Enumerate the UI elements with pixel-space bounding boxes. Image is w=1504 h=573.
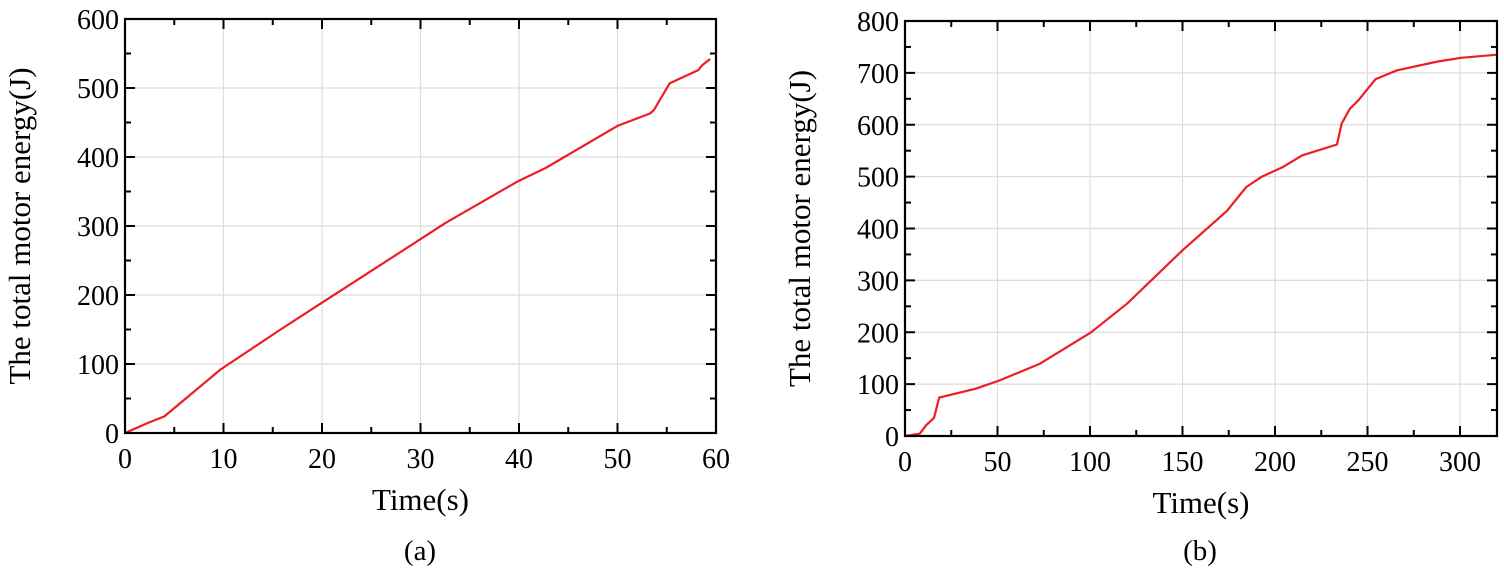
y-tick-label: 700	[857, 59, 899, 90]
x-tick-label: 20	[308, 444, 336, 475]
chart-b: 0 50 100 150 200 250 300 0 100 200 300 400 500 600 700…	[782, 7, 1499, 567]
y-tick-label: 0	[885, 422, 899, 453]
subfigure-caption: (a)	[404, 535, 436, 567]
chart-a: 0 10 20 30 40 50 600100200300400500600Time(s)T…	[2, 5, 730, 567]
x-tick-label: 30	[407, 444, 435, 475]
y-tick-label: 600	[77, 5, 119, 36]
x-tick-label: 250	[1347, 447, 1389, 478]
y-tick-label: 0	[105, 419, 119, 450]
y-tick-label: 500	[77, 74, 119, 105]
plot-frame	[903, 19, 1499, 438]
y-tick-label: 800	[857, 7, 899, 38]
x-tick-label: 100	[1069, 447, 1111, 478]
subfigure-caption: (b)	[1183, 535, 1217, 567]
x-tick-label: 10	[210, 444, 238, 475]
x-tick-label: 50	[984, 447, 1012, 478]
y-tick-label: 200	[77, 281, 119, 312]
y-axis-label: The total motor energy(J)	[782, 70, 817, 387]
y-tick-label: 200	[857, 318, 899, 349]
x-tick-label: 300	[1439, 447, 1481, 478]
x-tick-label: 50	[604, 444, 632, 475]
x-tick-label: 150	[1162, 447, 1204, 478]
x-axis-label: Time(s)	[372, 482, 469, 517]
x-tick-label: 60	[702, 444, 730, 475]
plot-frame	[123, 17, 718, 435]
y-tick-label: 400	[857, 215, 899, 246]
x-tick-label: 0	[118, 444, 132, 475]
y-tick-label: 600	[857, 111, 899, 142]
data-line	[124, 58, 711, 435]
y-axis-label: The total motor energy(J)	[2, 67, 37, 384]
y-tick-label: 100	[77, 350, 119, 381]
data-line	[904, 53, 1498, 438]
x-tick-label: 0	[898, 447, 912, 478]
y-tick-label: 300	[857, 266, 899, 297]
x-axis-label: Time(s)	[1152, 485, 1249, 520]
y-tick-label: 300	[77, 212, 119, 243]
y-tick-label: 500	[857, 163, 899, 194]
x-tick-label: 40	[505, 444, 533, 475]
y-tick-label: 100	[857, 370, 899, 401]
x-tick-label: 200	[1254, 447, 1296, 478]
y-tick-label: 400	[77, 143, 119, 174]
